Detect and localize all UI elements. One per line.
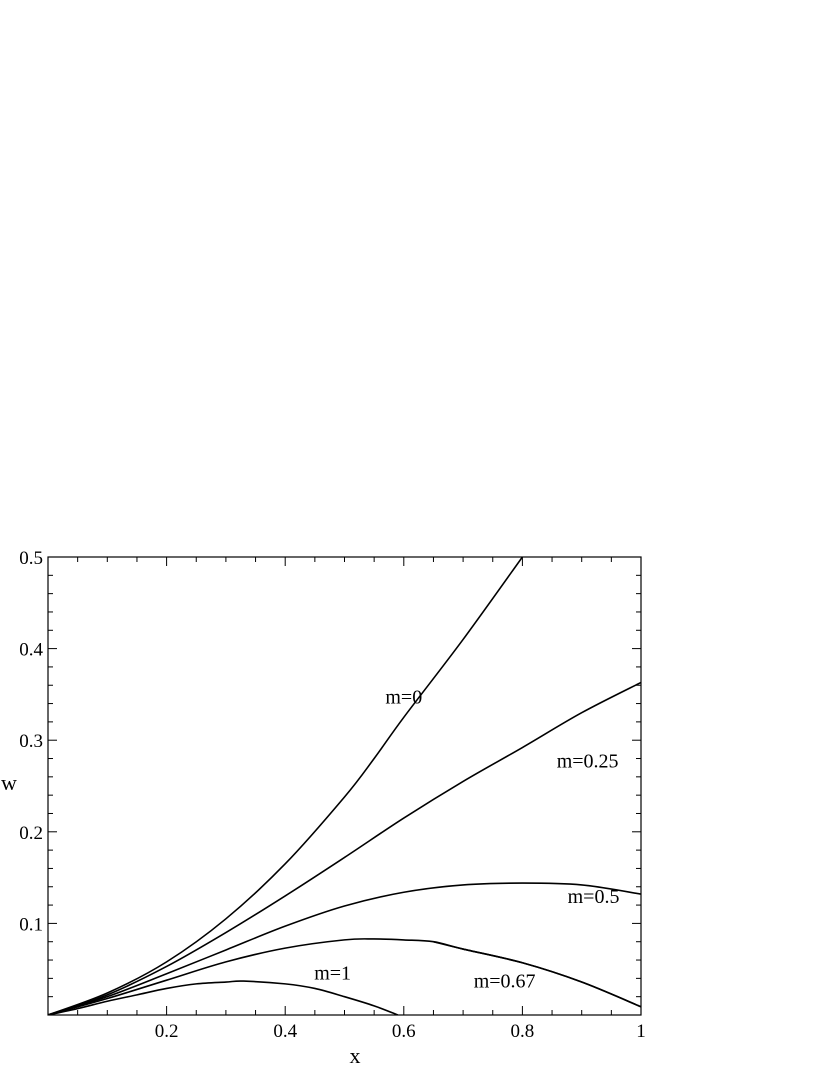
plot-frame [47,556,642,1016]
x-tick-label: 1 [636,1021,646,1042]
x-tick-label: 0.8 [511,1021,535,1042]
series-m-0-line [48,557,524,1015]
series-m-1-line [48,980,399,1015]
y-tick-label: 0.1 [19,914,43,935]
curve-label-m-0: m=0 [385,687,422,709]
curve-labels: m=0 m=0.25 m=0.5 m=0.67 m=1 [314,687,619,993]
plot-content [48,557,641,1015]
y-tick-label: 0.3 [19,731,43,752]
series-m-0-25-line [48,681,641,1015]
y-axis-title: w [1,770,17,795]
x-tick-label: 0.4 [273,1021,297,1042]
y-tick-label: 0.5 [19,548,43,569]
curve-label-m-0-25: m=0.25 [557,751,619,773]
curve-label-m-0-67: m=0.67 [474,971,536,993]
curve-label-m-1: m=1 [314,962,351,984]
x-axis-title: x [350,1043,361,1068]
y-tick-label: 0.2 [19,823,43,844]
series-m-0-67-tail [433,940,641,1008]
series-m-0-5-line [48,882,641,1015]
axis-ticks [48,557,641,1015]
axis-tick-labels: 0.2 0.4 0.6 0.8 1 0.1 0.2 0.3 0.4 0.5 [19,548,646,1042]
y-tick-label: 0.4 [19,640,43,661]
x-tick-label: 0.6 [392,1021,416,1042]
curve-label-m-0-5: m=0.5 [568,886,620,908]
x-tick-label: 0.2 [155,1021,179,1042]
